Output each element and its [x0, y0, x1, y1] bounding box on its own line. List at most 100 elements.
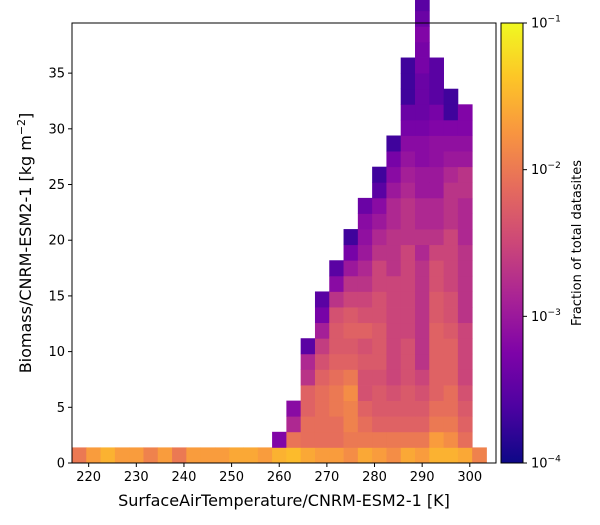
heatmap-cell — [386, 431, 402, 448]
heatmap-cell — [357, 213, 373, 230]
heatmap-cell — [286, 400, 302, 417]
heatmap-cell — [429, 447, 444, 464]
heatmap-cell — [429, 73, 444, 90]
heatmap-cell — [357, 244, 373, 261]
heatmap-cell — [429, 166, 444, 183]
heatmap-cell — [415, 353, 430, 370]
heatmap-cell — [415, 322, 430, 339]
heatmap-cell — [314, 338, 330, 355]
heatmap-cell — [443, 119, 459, 136]
heatmap-cell — [329, 322, 344, 339]
heatmap-cell — [400, 400, 416, 417]
heatmap-cell — [443, 260, 459, 277]
x-tick-label: 270 — [314, 470, 339, 485]
heatmap-cell — [457, 431, 473, 448]
heatmap-cell — [400, 104, 416, 121]
heatmap-cell — [415, 135, 430, 152]
heatmap-cell — [400, 166, 416, 183]
colorbar-tick-label: 10−2 — [531, 161, 561, 178]
heatmap-cell — [386, 197, 402, 214]
heatmap-cell — [429, 385, 444, 402]
heatmap-cell — [429, 119, 444, 136]
colorbar-tick-label: 10−4 — [531, 455, 561, 472]
heatmap-cell — [329, 400, 344, 417]
x-tick-label: 230 — [124, 470, 149, 485]
x-tick-label: 300 — [457, 470, 482, 485]
heatmap-cell — [343, 447, 359, 464]
heatmap-cell — [343, 244, 359, 261]
heatmap-cell — [429, 182, 444, 199]
heatmap-cell — [400, 307, 416, 324]
heatmap-cell — [400, 431, 416, 448]
heatmap-cell — [372, 166, 387, 183]
heatmap-cell — [343, 338, 359, 355]
x-axis: 220 230 240 250 260 270 280 290 300 — [76, 463, 482, 485]
y-tick-label: 30 — [48, 122, 65, 137]
heatmap-cell — [300, 416, 316, 433]
heatmap-cell — [415, 416, 430, 433]
heatmap-cell — [443, 431, 459, 448]
heatmap-cell — [400, 447, 416, 464]
heatmap-cell — [415, 182, 430, 199]
heatmap-cell — [386, 416, 402, 433]
heatmap-cell — [386, 135, 402, 152]
heatmap-cell — [372, 229, 387, 246]
heatmap-cell — [300, 447, 316, 464]
heatmap-cell — [314, 447, 330, 464]
heatmap-cell — [214, 447, 230, 464]
heatmap-cell — [443, 182, 459, 199]
heatmap-cell — [386, 275, 402, 292]
heatmap-cell — [314, 322, 330, 339]
heatmap-cell — [400, 260, 416, 277]
heatmap-cell — [429, 229, 444, 246]
heatmap-cell — [400, 275, 416, 292]
heatmap-cell — [272, 447, 287, 464]
heatmap-cell — [457, 369, 473, 386]
heatmap-cell — [386, 400, 402, 417]
heatmap-cell — [386, 166, 402, 183]
heatmap-cell — [314, 400, 330, 417]
heatmap-cell — [457, 135, 473, 152]
heatmap-cell — [400, 182, 416, 199]
heatmap-cell — [443, 307, 459, 324]
heatmap-cell — [143, 447, 159, 464]
y-axis-label-end: ] — [16, 113, 35, 119]
heatmap-cell — [386, 307, 402, 324]
heatmap-cell — [343, 291, 359, 308]
heatmap-cell — [372, 400, 387, 417]
heatmap-cell — [343, 353, 359, 370]
heatmap-cell — [457, 182, 473, 199]
heatmap-cell — [400, 73, 416, 90]
heatmap-cell — [457, 416, 473, 433]
heatmap-cell — [429, 307, 444, 324]
heatmap-cell — [443, 213, 459, 230]
heatmap-cell — [443, 244, 459, 261]
heatmap-cell — [200, 447, 216, 464]
heatmap-cell — [415, 338, 430, 355]
heatmap-cell — [357, 416, 373, 433]
heatmap-cell — [415, 291, 430, 308]
colorbar-tick-label: 10−3 — [531, 308, 561, 325]
heatmap-cell — [429, 135, 444, 152]
heatmap-cell — [415, 275, 430, 292]
heatmap-cell — [472, 447, 487, 464]
heatmap-cell — [415, 197, 430, 214]
heatmap-cell — [372, 385, 387, 402]
heatmap-cell — [415, 166, 430, 183]
colorbar-ticks: 10−4 10−3 10−2 10−1 — [523, 15, 561, 472]
heatmap-cell — [457, 213, 473, 230]
heatmap-cell — [343, 385, 359, 402]
heatmap-cell — [400, 338, 416, 355]
heatmap-cell — [300, 400, 316, 417]
heatmap-cell — [357, 275, 373, 292]
heatmap-cell — [129, 447, 144, 464]
heatmap-cell — [386, 385, 402, 402]
heatmap-cell — [229, 447, 244, 464]
heatmap-cell — [429, 291, 444, 308]
heatmap-cell — [400, 135, 416, 152]
heatmap-cell — [329, 338, 344, 355]
heatmap-cell — [457, 353, 473, 370]
heatmap-cell — [443, 229, 459, 246]
heatmap-cell — [400, 88, 416, 105]
